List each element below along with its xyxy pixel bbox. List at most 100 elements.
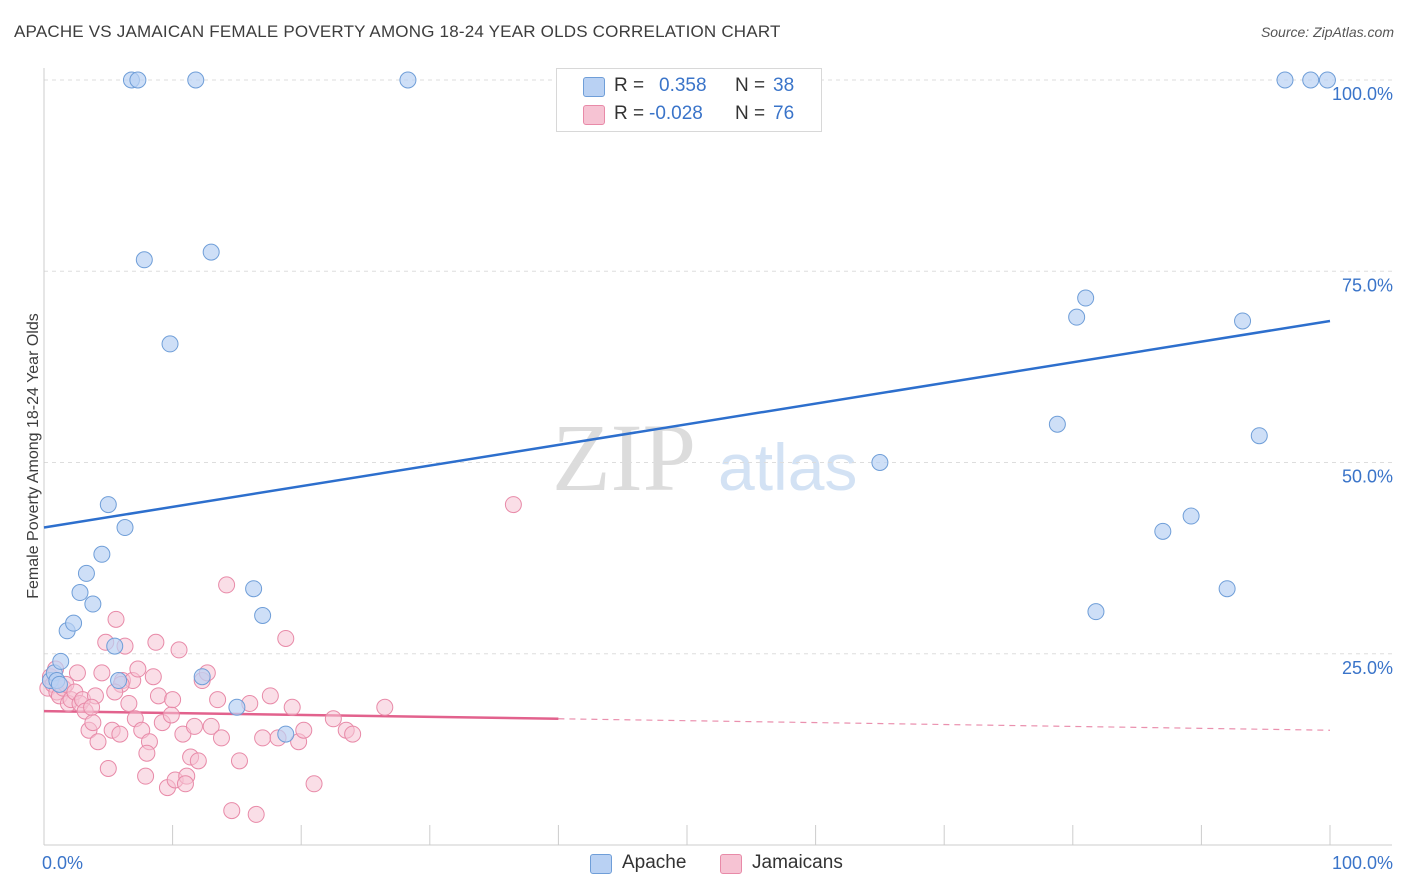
jamaicans-r-value: -0.028: [649, 103, 703, 124]
jamaicans-point: [137, 767, 155, 785]
jamaicans-point: [254, 729, 272, 747]
apache-swatch: [583, 77, 605, 97]
series-legend: Apache Jamaicans: [590, 852, 870, 876]
apache-point: [161, 335, 179, 353]
jamaicans-point: [147, 633, 165, 651]
jamaicans-point: [93, 664, 111, 682]
apache-point: [116, 519, 134, 537]
apache-points: [41, 71, 1336, 743]
apache-point: [1077, 289, 1095, 307]
jamaicans-point: [89, 733, 107, 751]
apache-point: [1276, 71, 1294, 89]
jamaicans-point: [111, 725, 129, 743]
apache-point: [193, 668, 211, 686]
apache-point: [1302, 71, 1320, 89]
jamaicans-point: [324, 710, 342, 728]
watermark-zip: ZIP: [552, 404, 696, 511]
apache-point: [871, 454, 889, 471]
stats-legend: R = 0.358 N = 38 R = -0.028 N = 76: [556, 68, 822, 132]
apache-point: [135, 251, 153, 269]
apache-point: [110, 672, 128, 690]
chart-title: APACHE VS JAMAICAN FEMALE POVERTY AMONG …: [14, 22, 781, 41]
jamaicans-point: [176, 775, 194, 793]
x-tick-label: 100.0%: [1332, 853, 1393, 873]
jamaicans-legend-label: Jamaicans: [752, 852, 843, 873]
jamaicans-point: [185, 717, 203, 735]
apache-point: [77, 564, 95, 582]
apache-legend-swatch: [590, 854, 612, 874]
jamaicans-legend-swatch: [720, 854, 742, 874]
apache-point: [254, 607, 272, 624]
apache-point: [202, 243, 220, 261]
apache-point: [1154, 522, 1172, 540]
apache-point: [65, 614, 83, 632]
jamaicans-point: [68, 664, 86, 682]
jamaicans-point: [107, 610, 125, 628]
jamaicans-point: [83, 698, 101, 716]
gridlines: [44, 79, 1392, 655]
jamaicans-point: [218, 576, 236, 594]
apache-point: [106, 637, 124, 655]
apache-point: [71, 584, 89, 602]
apache-point: [1048, 415, 1066, 433]
apache-n-value: 38: [773, 75, 795, 96]
trend-lines: [43, 319, 1331, 731]
jamaicans-trend-line: [43, 709, 559, 721]
axes: [43, 68, 1392, 846]
jamaicans-point: [99, 760, 117, 777]
apache-point: [1182, 507, 1200, 525]
y-tick-label: 25.0%: [1342, 658, 1393, 678]
apache-point: [228, 698, 246, 716]
apache-trend-line: [43, 319, 1331, 529]
jamaicans-point: [164, 691, 182, 709]
x-tick-label: 0.0%: [42, 853, 83, 873]
apache-point: [277, 725, 295, 743]
jamaicans-point: [209, 691, 227, 709]
jamaicans-point: [144, 668, 162, 686]
y-axis-label: Female Poverty Among 18-24 Year Olds: [25, 313, 42, 599]
jamaicans-point: [84, 714, 102, 732]
jamaicans-swatch: [583, 105, 605, 125]
jamaicans-point: [344, 725, 362, 743]
watermark: ZIP atlas: [552, 404, 857, 511]
watermark-atlas: atlas: [718, 430, 857, 504]
jamaicans-point: [138, 744, 156, 762]
jamaicans-n-value: 76: [773, 103, 795, 124]
apache-point: [93, 545, 111, 563]
jamaicans-point: [170, 641, 188, 659]
legend-row-jamaicans: R = -0.028 N = 76: [557, 101, 821, 129]
jamaicans-point: [247, 805, 265, 823]
apache-point: [99, 496, 117, 514]
jamaicans-point: [212, 729, 230, 747]
apache-n-label: N =: [735, 75, 766, 96]
jamaicans-n-label: N =: [735, 103, 766, 124]
apache-legend-label: Apache: [622, 852, 687, 873]
jamaicans-point: [305, 775, 323, 793]
apache-point: [50, 675, 68, 693]
jamaicans-point: [189, 752, 207, 770]
jamaicans-point: [504, 496, 522, 514]
apache-point: [245, 580, 263, 598]
jamaicans-point: [223, 802, 241, 820]
y-tick-label: 75.0%: [1342, 275, 1393, 295]
apache-point: [187, 71, 205, 89]
apache-point: [129, 71, 147, 89]
jamaicans-point: [295, 721, 313, 739]
jamaicans-trend-extension: [558, 718, 1331, 731]
tick-labels: 25.0% 50.0% 75.0% 100.0% 0.0% 100.0%: [42, 84, 1393, 873]
jamaicans-point: [230, 752, 248, 770]
jamaicans-point: [129, 660, 147, 678]
jamaicans-point: [261, 687, 279, 705]
jamaicans-point: [277, 629, 295, 647]
legend-row-apache: R = 0.358 N = 38: [557, 73, 821, 101]
y-tick-label: 50.0%: [1342, 467, 1393, 487]
apache-point: [52, 652, 70, 670]
apache-point: [1068, 308, 1086, 326]
jamaicans-point: [376, 698, 394, 716]
jamaicans-point: [149, 687, 167, 705]
apache-point: [1250, 427, 1268, 445]
apache-point: [1318, 71, 1336, 89]
apache-r-value: 0.358: [659, 75, 707, 96]
apache-point: [1218, 580, 1236, 598]
